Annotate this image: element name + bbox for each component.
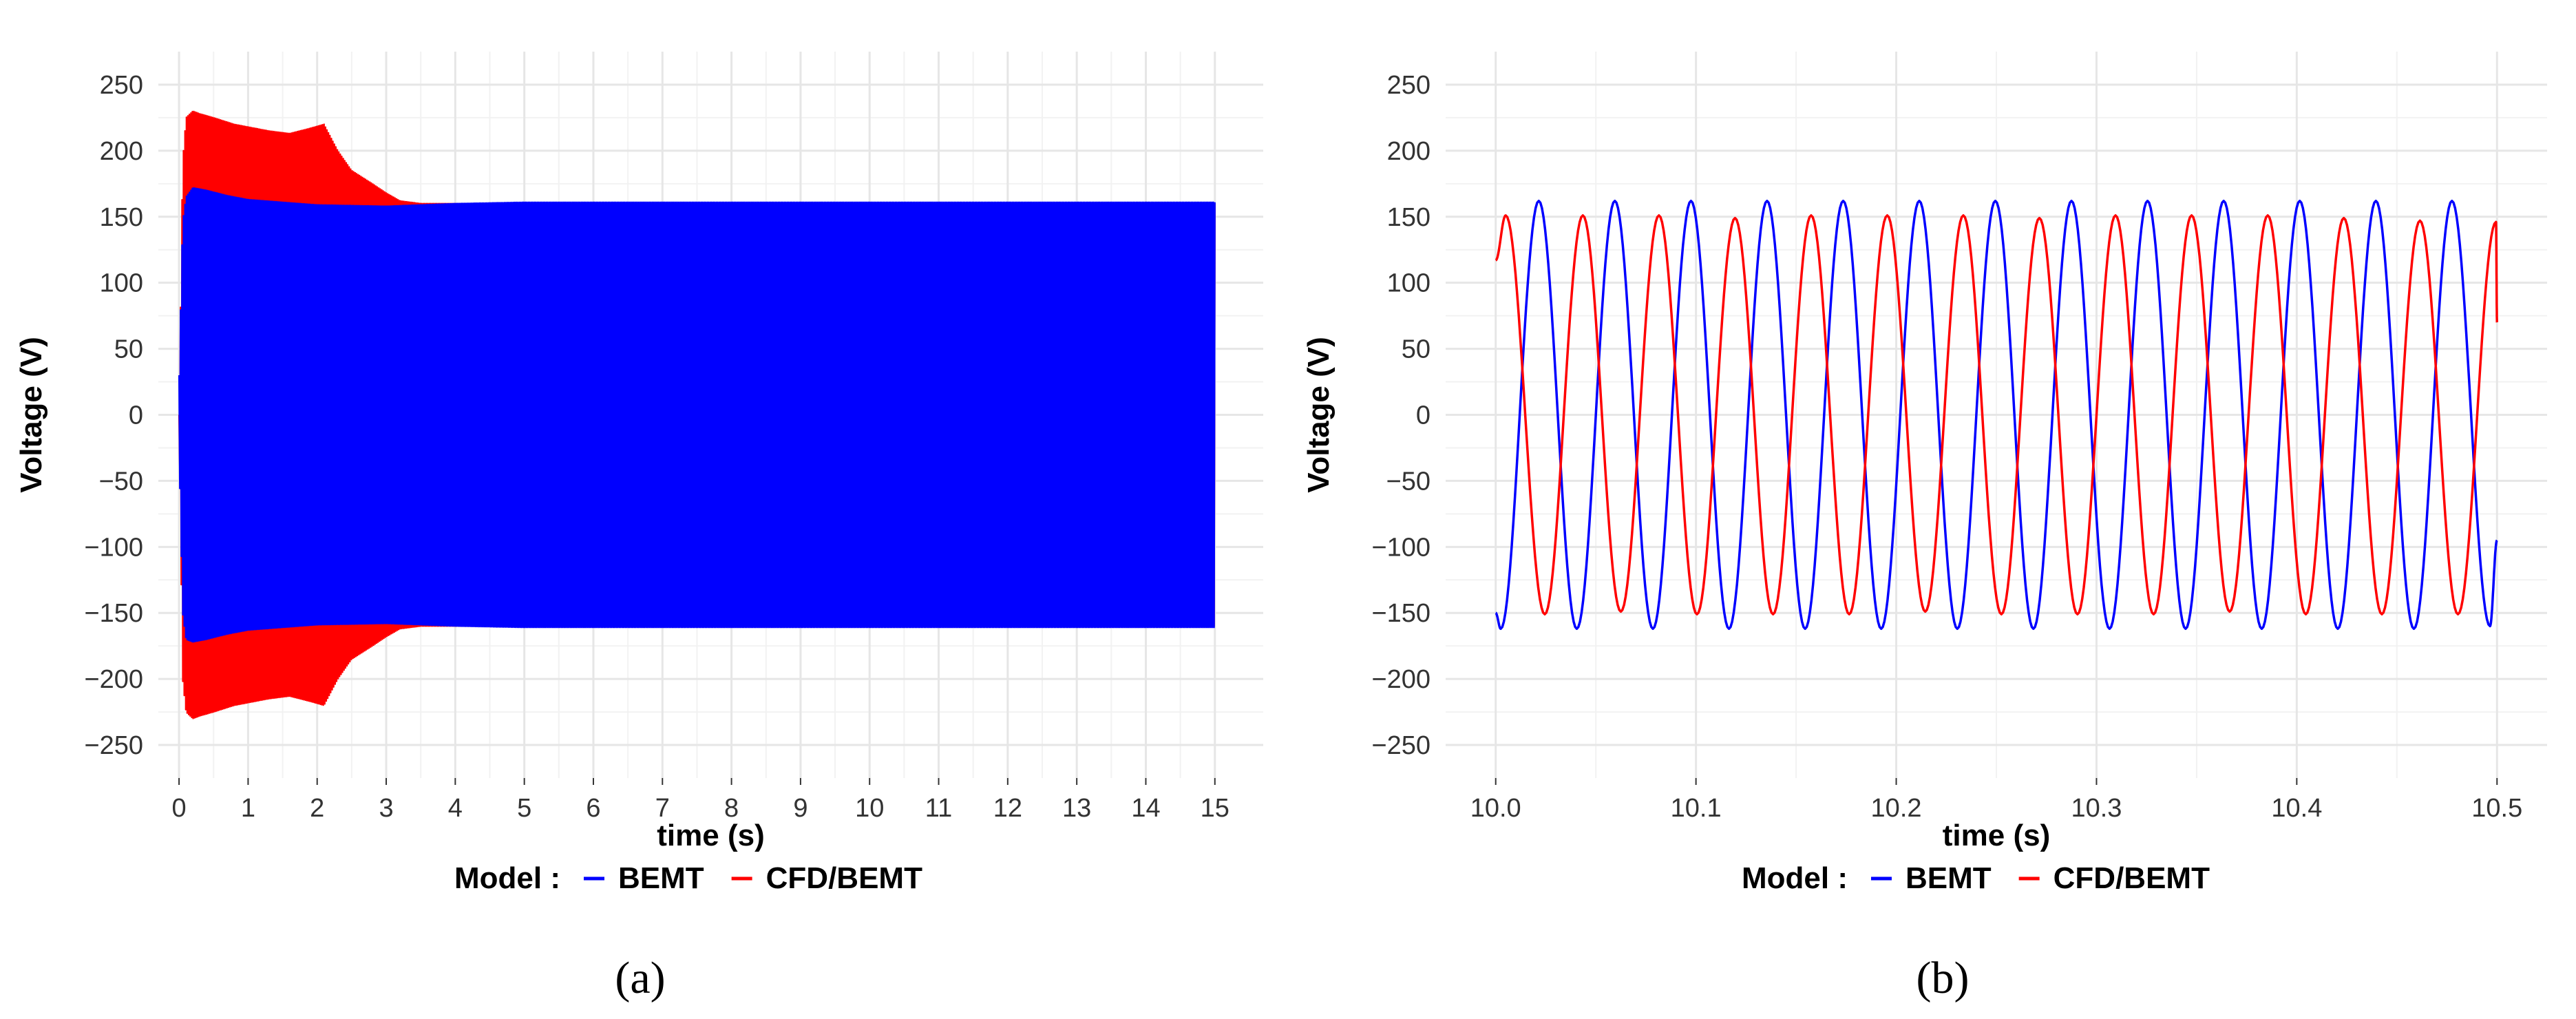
- x-tick-label: 7: [655, 794, 670, 823]
- y-tick-label: 0: [1416, 401, 1430, 430]
- y-tick-label: 250: [1387, 71, 1430, 100]
- y-tick-label: 150: [1387, 203, 1430, 232]
- x-tick-label: 10.3: [2071, 794, 2122, 823]
- series-line-bemt: [1495, 200, 2498, 630]
- legend-label-bemt: BEMT: [618, 861, 704, 895]
- x-tick-label: 1: [241, 794, 255, 823]
- y-tick-label: −150: [1371, 599, 1430, 628]
- x-tick-label: 14: [1131, 794, 1160, 823]
- x-tick-label: 4: [448, 794, 463, 823]
- x-tick-label: 10.2: [1871, 794, 1922, 823]
- y-tick-label: −50: [99, 467, 143, 496]
- x-tick-label: 10.1: [1671, 794, 1722, 823]
- x-axis-title: time (s): [1943, 819, 2050, 852]
- y-tick-label: 50: [114, 335, 143, 364]
- y-tick-label: −200: [1371, 665, 1430, 694]
- y-axis-title: Voltage (V): [14, 337, 48, 493]
- y-tick-label: −150: [84, 599, 143, 628]
- y-tick-label: 0: [129, 401, 143, 430]
- y-tick-label: −200: [84, 665, 143, 694]
- y-tick-label: −250: [1371, 731, 1430, 760]
- x-tick-label: 10.4: [2271, 794, 2322, 823]
- x-tick-label: 10.5: [2471, 794, 2522, 823]
- panel-caption: (a): [615, 953, 665, 1003]
- x-tick-label: 0: [172, 794, 187, 823]
- y-tick-label: 150: [100, 203, 143, 232]
- y-tick-label: −100: [84, 533, 143, 562]
- y-tick-label: 100: [1387, 269, 1430, 298]
- legend-title: Model :: [1742, 861, 1848, 895]
- plot-area: [1495, 200, 2499, 630]
- y-tick-label: 100: [100, 269, 143, 298]
- chart-panel-b: −250 −200 −150 −100 −50 0 50 100 150 200 250 10.0 10…: [1302, 52, 2547, 1003]
- y-tick-label: −250: [84, 731, 143, 760]
- x-tick-label: 10.0: [1470, 794, 1521, 823]
- legend: Model : BEMT CFD/BEMT: [1742, 861, 2210, 895]
- y-tick-label: −100: [1371, 533, 1430, 562]
- x-tick-label: 2: [310, 794, 324, 823]
- panel-caption: (b): [1917, 953, 1970, 1003]
- series-line-bemt: [178, 187, 1216, 643]
- legend-label-cfd-bemt: CFD/BEMT: [2054, 861, 2210, 895]
- x-tick-label: 11: [925, 794, 952, 823]
- y-tick-label: 250: [100, 71, 143, 100]
- x-tick-label: 9: [793, 794, 807, 823]
- x-tick-label: 10: [855, 794, 884, 823]
- x-tick-label: 15: [1201, 794, 1229, 823]
- y-tick-label: 50: [1402, 335, 1430, 364]
- x-tick-label: 13: [1062, 794, 1091, 823]
- x-tick-label: 8: [724, 794, 739, 823]
- x-axis-title: time (s): [657, 819, 764, 852]
- y-tick-label: 200: [1387, 137, 1430, 166]
- plot-area: [178, 110, 1216, 719]
- y-axis-title: Voltage (V): [1302, 337, 1335, 493]
- series-line-cfd-bemt: [1495, 214, 2499, 616]
- legend: Model : BEMT CFD/BEMT: [454, 861, 922, 895]
- legend-label-bemt: BEMT: [1905, 861, 1992, 895]
- x-tick-label: 12: [993, 794, 1022, 823]
- x-tick-label: 3: [379, 794, 393, 823]
- legend-label-cfd-bemt: CFD/BEMT: [766, 861, 922, 895]
- y-tick-label: −50: [1386, 467, 1430, 496]
- x-tick-label: 6: [586, 794, 600, 823]
- legend-title: Model :: [454, 861, 560, 895]
- x-tick-label: 5: [517, 794, 531, 823]
- y-tick-label: 200: [100, 137, 143, 166]
